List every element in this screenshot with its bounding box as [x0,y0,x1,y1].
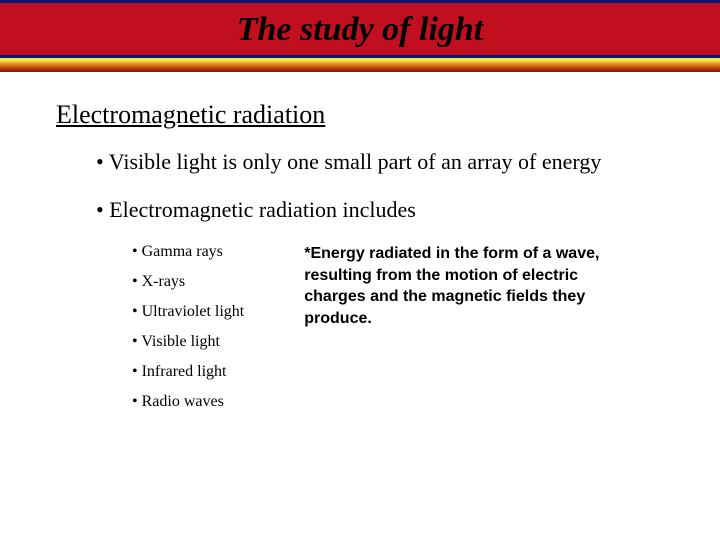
subtitle: Electromagnetic radiation [56,100,672,130]
list-item: • Radio waves [132,393,244,411]
list-item: • Gamma rays [132,243,244,261]
columns: • Gamma rays • X-rays • Ultraviolet ligh… [96,243,672,423]
content-area: Electromagnetic radiation • Visible ligh… [0,72,720,423]
bullet-main-1: • Visible light is only one small part o… [96,148,672,176]
list-item: • Infrared light [132,363,244,381]
bullet-main-2: • Electromagnetic radiation includes [96,196,672,224]
radiation-types-list: • Gamma rays • X-rays • Ultraviolet ligh… [96,243,244,423]
gradient-divider [0,58,720,72]
definition-box: *Energy radiated in the form of a wave, … [284,243,672,423]
list-item: • Ultraviolet light [132,303,244,321]
page-title: The study of light [0,11,720,49]
list-item: • X-rays [132,273,244,291]
list-item: • Visible light [132,333,244,351]
definition-text: *Energy radiated in the form of a wave, … [304,243,642,329]
title-band: The study of light [0,0,720,58]
